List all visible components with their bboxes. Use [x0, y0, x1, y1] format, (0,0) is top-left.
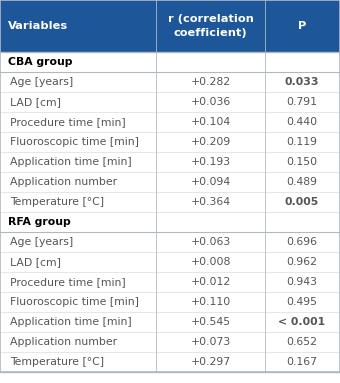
Text: 0.119: 0.119: [286, 137, 317, 147]
Text: Procedure time [min]: Procedure time [min]: [10, 277, 125, 287]
Text: Temperature [°C]: Temperature [°C]: [10, 357, 104, 367]
Text: Procedure time [min]: Procedure time [min]: [10, 117, 125, 127]
Text: 0.440: 0.440: [286, 117, 317, 127]
Text: Fluoroscopic time [min]: Fluoroscopic time [min]: [10, 297, 139, 307]
Text: +0.008: +0.008: [191, 257, 231, 267]
Text: 0.962: 0.962: [286, 257, 317, 267]
Text: +0.364: +0.364: [191, 197, 231, 207]
Text: LAD [cm]: LAD [cm]: [10, 257, 61, 267]
Text: < 0.001: < 0.001: [278, 317, 325, 327]
Text: 0.033: 0.033: [285, 77, 319, 87]
Text: Application time [min]: Application time [min]: [10, 317, 132, 327]
Text: P: P: [298, 21, 306, 31]
Text: 0.150: 0.150: [286, 157, 317, 167]
Text: 0.791: 0.791: [286, 97, 317, 107]
Text: +0.282: +0.282: [191, 77, 231, 87]
Text: 0.495: 0.495: [286, 297, 317, 307]
Text: LAD [cm]: LAD [cm]: [10, 97, 61, 107]
Text: +0.209: +0.209: [191, 137, 231, 147]
Text: +0.063: +0.063: [191, 237, 231, 247]
Text: 0.652: 0.652: [286, 337, 317, 347]
Text: +0.073: +0.073: [191, 337, 231, 347]
Text: CBA group: CBA group: [8, 57, 72, 67]
Text: +0.193: +0.193: [191, 157, 231, 167]
Text: 0.005: 0.005: [285, 197, 319, 207]
Text: Temperature [°C]: Temperature [°C]: [10, 197, 104, 207]
Text: +0.012: +0.012: [191, 277, 231, 287]
Text: +0.110: +0.110: [191, 297, 231, 307]
Text: 0.943: 0.943: [286, 277, 317, 287]
Text: +0.036: +0.036: [191, 97, 231, 107]
Text: +0.104: +0.104: [191, 117, 231, 127]
Text: 0.167: 0.167: [286, 357, 317, 367]
Text: +0.545: +0.545: [191, 317, 231, 327]
Text: r (correlation
coefficient): r (correlation coefficient): [168, 15, 254, 38]
Text: Application time [min]: Application time [min]: [10, 157, 132, 167]
Text: 0.696: 0.696: [286, 237, 317, 247]
Text: Application number: Application number: [10, 337, 117, 347]
Text: +0.094: +0.094: [191, 177, 231, 187]
Text: RFA group: RFA group: [8, 217, 70, 227]
Text: +0.297: +0.297: [191, 357, 231, 367]
Text: Fluoroscopic time [min]: Fluoroscopic time [min]: [10, 137, 139, 147]
Text: 0.489: 0.489: [286, 177, 317, 187]
Text: Age [years]: Age [years]: [10, 237, 73, 247]
Text: Variables: Variables: [8, 21, 68, 31]
Bar: [0, 0, 340, 52]
Text: Age [years]: Age [years]: [10, 77, 73, 87]
Text: Application number: Application number: [10, 177, 117, 187]
